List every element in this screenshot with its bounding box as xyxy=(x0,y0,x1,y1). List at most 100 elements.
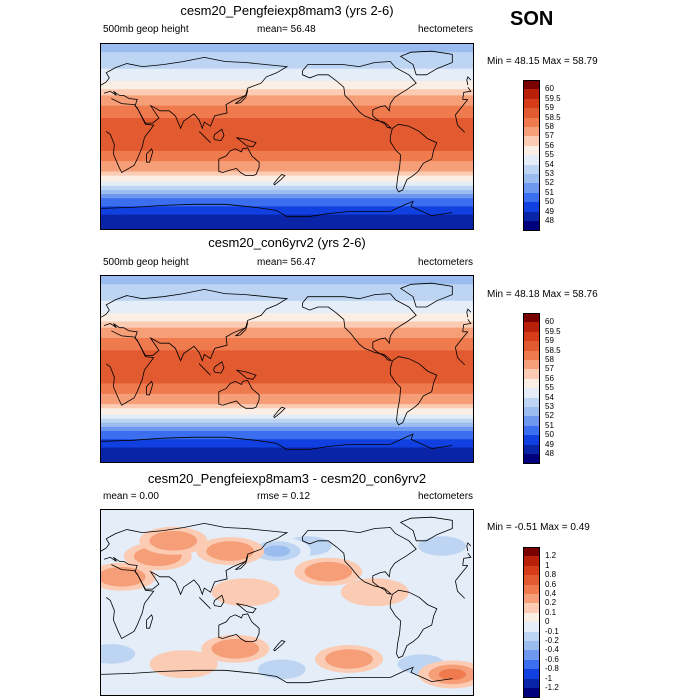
coastline-1 xyxy=(455,331,469,348)
field-band xyxy=(101,404,473,407)
colorbar-label: 52 xyxy=(545,411,554,421)
coastline-1 xyxy=(455,565,469,582)
field-band xyxy=(101,150,473,154)
coastline-2 xyxy=(302,61,417,129)
field-band xyxy=(101,356,473,360)
coastline-6 xyxy=(101,669,288,684)
field-band xyxy=(101,323,473,327)
colorbar-swatch xyxy=(523,80,540,90)
field-band xyxy=(101,397,473,401)
colorbar-swatch xyxy=(523,547,540,557)
panel3-mean-label: mean = 0.00 xyxy=(103,491,159,502)
colorbar-label: 53 xyxy=(545,169,554,178)
field-band xyxy=(101,192,473,195)
field-band xyxy=(101,317,473,320)
coastline-11 xyxy=(466,542,472,552)
panel2-units-label: hectometers xyxy=(418,257,474,268)
anomaly-region-12 xyxy=(325,649,373,669)
field-band xyxy=(101,278,473,281)
coastline-6 xyxy=(101,203,288,218)
coastline-5 xyxy=(218,379,260,409)
colorbar-swatch xyxy=(523,641,540,651)
coastline-10 xyxy=(235,322,249,337)
colorbar-swatch xyxy=(523,221,540,231)
colorbar-label: 1.2 xyxy=(545,551,557,561)
field-band xyxy=(101,412,473,416)
field-band xyxy=(101,298,473,302)
panel1-mean-label: mean= 56.48 xyxy=(257,24,316,35)
coastline-1 xyxy=(455,347,465,366)
field-band xyxy=(101,377,473,380)
colorbar-swatch xyxy=(523,136,540,147)
anomaly-region-16 xyxy=(258,659,306,680)
coastline-2 xyxy=(302,293,417,362)
anomaly-region-9 xyxy=(340,578,409,607)
anomaly-region-4 xyxy=(149,531,198,551)
colorbar-label: 56 xyxy=(545,140,554,150)
field-band xyxy=(101,210,473,214)
field-band xyxy=(101,89,473,92)
field-band xyxy=(101,304,473,308)
colorbar-swatch xyxy=(523,603,540,614)
coastline-6 xyxy=(287,666,453,684)
field-band xyxy=(101,443,473,447)
field-band xyxy=(101,369,473,372)
field-band xyxy=(101,321,473,325)
field-band xyxy=(101,435,473,438)
field-band xyxy=(101,68,473,72)
coastline-10 xyxy=(235,90,249,104)
anomaly-region-11 xyxy=(101,644,136,664)
field-band xyxy=(101,140,473,144)
colorbar-swatch xyxy=(523,313,540,323)
field-band xyxy=(101,126,473,129)
anomaly-region-15 xyxy=(149,650,218,679)
colorbar-label: 56 xyxy=(545,373,554,383)
colorbar-swatch xyxy=(523,612,540,623)
panel2-minmax: Min = 48.18 Max = 58.76 xyxy=(487,289,598,300)
colorbar-label: 0.8 xyxy=(545,570,557,580)
colorbar-label: 48 xyxy=(545,449,554,458)
colorbar-swatch xyxy=(523,127,540,137)
colorbar-label: -0.8 xyxy=(545,664,559,674)
panel2-title: cesm20_con6yrv2 (yrs 2-6) xyxy=(208,235,366,250)
colorbar-label: 51 xyxy=(545,187,554,197)
coastline-1 xyxy=(105,330,155,406)
field-band xyxy=(101,60,473,64)
coastline-9 xyxy=(236,369,257,380)
coastline-9 xyxy=(236,603,257,614)
field-band xyxy=(101,402,473,405)
colorbar-label: 58.5 xyxy=(545,345,561,355)
colorbar-swatch xyxy=(523,164,540,175)
panel3-minmax: Min = -0.51 Max = 0.49 xyxy=(487,522,590,533)
panel3-rmse-label: rmse = 0.12 xyxy=(257,491,311,502)
colorbar-swatch xyxy=(523,369,540,380)
field-band xyxy=(101,433,473,436)
colorbar-label: -1 xyxy=(545,673,553,683)
field-band xyxy=(101,431,473,434)
colorbar-label: 60 xyxy=(545,84,554,94)
colorbar-label: 0 xyxy=(545,617,550,627)
field-band xyxy=(101,315,473,318)
colorbar-swatch xyxy=(523,174,540,184)
field-band xyxy=(101,327,473,331)
colorbar-label: 0.2 xyxy=(545,598,557,608)
field-band xyxy=(101,103,473,107)
colorbar-swatch xyxy=(523,622,540,633)
colorbar-swatch xyxy=(523,89,540,100)
field-band xyxy=(101,44,473,47)
field-band xyxy=(101,58,473,62)
field-band xyxy=(101,99,473,103)
panel3-map xyxy=(100,509,474,696)
coastline-3 xyxy=(399,50,453,76)
field-band xyxy=(101,95,473,99)
colorbar-label: -1.2 xyxy=(545,683,559,692)
coastline-12 xyxy=(146,614,154,629)
field-band xyxy=(101,163,473,166)
coastline-0 xyxy=(101,56,289,130)
field-band xyxy=(101,428,473,432)
colorbar-swatch xyxy=(523,678,540,689)
colorbar-swatch xyxy=(523,183,540,194)
colorbar-label: 58 xyxy=(545,122,554,131)
field-band xyxy=(101,342,473,345)
coastline-13 xyxy=(273,174,286,186)
